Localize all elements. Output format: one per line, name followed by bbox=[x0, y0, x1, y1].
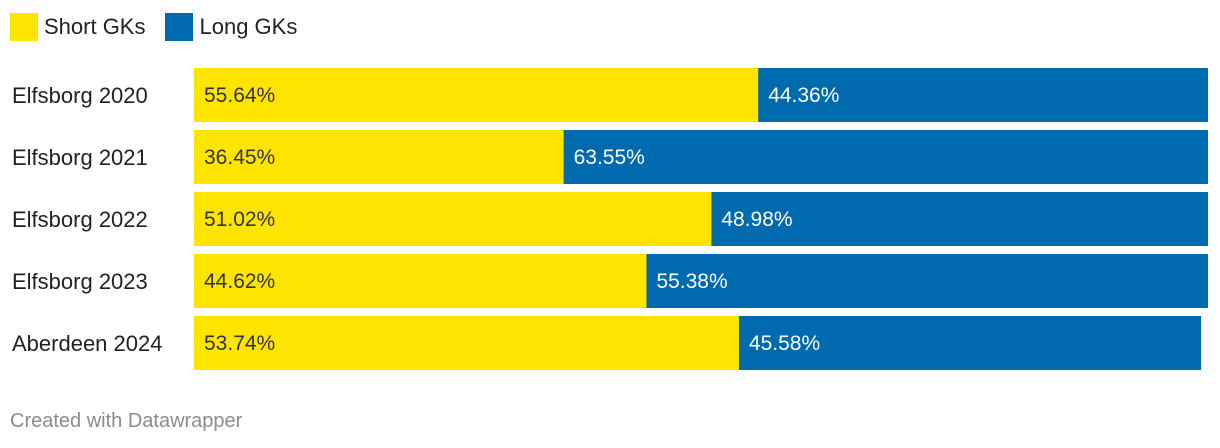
bar-short bbox=[194, 68, 759, 122]
stacked-bar-chart: Elfsborg 2020 55.64% 44.36% Elfsborg 2021 36… bbox=[12, 68, 1208, 370]
bar-value-label-short: 44.62% bbox=[204, 270, 275, 293]
bar-value-label-long: 44.36% bbox=[768, 84, 839, 107]
category-label: Elfsborg 2021 bbox=[12, 145, 148, 170]
bar-value-label-long: 45.58% bbox=[749, 332, 820, 355]
bar-long bbox=[758, 68, 1208, 122]
bar-long bbox=[646, 254, 1208, 308]
legend-swatch-short bbox=[10, 13, 38, 41]
bar-short bbox=[194, 130, 564, 184]
bar-value-label-short: 53.74% bbox=[204, 332, 275, 355]
legend-item-short: Short GKs bbox=[10, 13, 145, 41]
bar-value-label-short: 51.02% bbox=[204, 208, 275, 231]
bar-long bbox=[563, 130, 1208, 184]
category-label: Aberdeen 2024 bbox=[12, 331, 162, 356]
bar-short bbox=[194, 254, 647, 308]
legend-item-long: Long GKs bbox=[165, 13, 297, 41]
bar-value-label-long: 63.55% bbox=[574, 146, 645, 169]
category-label: Elfsborg 2020 bbox=[12, 83, 148, 108]
bar-short bbox=[194, 192, 712, 246]
bar-value-label-short: 55.64% bbox=[204, 84, 275, 107]
bar-short bbox=[194, 316, 739, 370]
legend-label-long: Long GKs bbox=[199, 14, 298, 39]
chart-legend: Short GKs Long GKs bbox=[10, 12, 317, 42]
legend-swatch-long bbox=[165, 13, 194, 41]
category-label: Elfsborg 2022 bbox=[12, 207, 148, 232]
category-label: Elfsborg 2023 bbox=[12, 269, 148, 294]
bar-value-label-long: 48.98% bbox=[721, 208, 792, 231]
bar-value-label-long: 55.38% bbox=[656, 270, 727, 293]
bar-long bbox=[738, 316, 1202, 370]
bar-long bbox=[711, 192, 1208, 246]
footer-credit: Created with Datawrapper bbox=[10, 410, 243, 432]
bar-value-label-short: 36.45% bbox=[204, 146, 275, 169]
legend-label-short: Short GKs bbox=[44, 14, 146, 39]
